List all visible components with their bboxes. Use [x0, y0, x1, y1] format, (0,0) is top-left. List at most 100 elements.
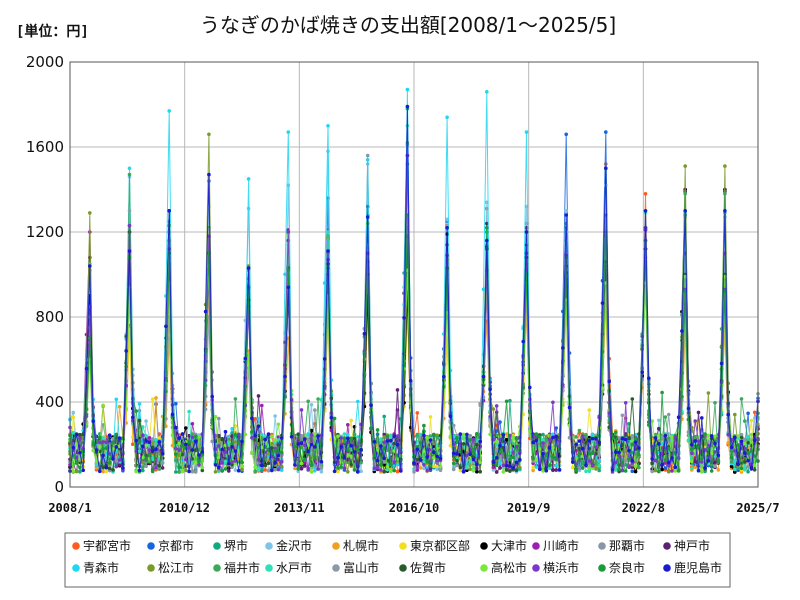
- data-point: [243, 356, 248, 361]
- data-point: [501, 470, 506, 474]
- data-point: [144, 419, 148, 423]
- data-point: [217, 444, 221, 448]
- data-point: [468, 433, 473, 438]
- data-point: [250, 436, 254, 440]
- legend-label: 川崎市: [543, 538, 579, 553]
- data-point: [633, 464, 638, 469]
- data-point: [749, 449, 754, 453]
- legend-item: 松江市: [147, 560, 194, 575]
- data-point: [551, 400, 555, 405]
- data-point: [293, 463, 297, 467]
- data-point: [236, 432, 241, 437]
- data-point: [78, 470, 82, 474]
- data-point: [356, 447, 360, 452]
- data-point: [372, 439, 377, 444]
- data-point: [696, 410, 701, 415]
- data-point: [726, 432, 730, 437]
- legend-marker: [480, 564, 488, 572]
- data-point: [382, 414, 387, 419]
- data-point: [531, 456, 535, 461]
- data-point: [494, 442, 499, 447]
- data-point: [673, 469, 678, 473]
- data-point: [339, 445, 344, 449]
- data-point: [657, 433, 661, 437]
- legend-marker: [265, 564, 273, 572]
- data-point: [200, 468, 205, 473]
- data-point: [643, 192, 648, 196]
- data-point: [650, 469, 654, 474]
- data-point: [91, 448, 95, 453]
- data-point: [177, 448, 181, 453]
- data-point: [587, 466, 592, 471]
- data-point: [547, 466, 552, 471]
- x-tick-label: 2010/12: [159, 501, 210, 515]
- data-point: [309, 463, 314, 468]
- data-point: [395, 388, 400, 392]
- data-point: [154, 438, 158, 442]
- data-point: [104, 465, 109, 470]
- data-point: [660, 390, 664, 395]
- data-point: [359, 460, 363, 465]
- x-tick-label: 2019/9: [507, 501, 550, 515]
- data-point: [554, 426, 558, 430]
- data-point: [342, 456, 347, 460]
- data-point: [647, 376, 651, 381]
- data-point: [663, 461, 668, 465]
- data-point: [524, 130, 529, 134]
- data-point: [227, 469, 231, 473]
- data-point: [210, 394, 214, 399]
- data-point: [428, 464, 433, 468]
- data-point: [475, 432, 479, 436]
- data-point: [743, 437, 747, 442]
- data-point: [531, 468, 535, 473]
- data-point: [101, 403, 105, 408]
- data-point: [451, 461, 456, 466]
- data-point: [313, 455, 317, 459]
- data-point: [160, 461, 165, 465]
- data-point: [160, 451, 165, 456]
- data-point: [451, 451, 456, 456]
- data-point: [491, 460, 496, 465]
- data-point: [256, 394, 261, 398]
- legend-marker: [332, 542, 340, 550]
- data-point: [716, 458, 721, 463]
- legend-marker: [399, 542, 407, 550]
- data-point: [468, 452, 473, 457]
- legend-marker: [663, 542, 671, 550]
- data-point: [127, 223, 132, 228]
- data-point: [511, 435, 515, 439]
- data-point: [422, 463, 426, 467]
- data-point: [144, 443, 148, 448]
- data-point: [600, 301, 605, 305]
- data-point: [660, 434, 664, 439]
- data-point: [346, 448, 350, 452]
- y-tick-label: 0: [54, 478, 64, 496]
- data-point: [167, 109, 171, 113]
- legend-label: 札幌市: [343, 538, 379, 553]
- data-point: [643, 238, 648, 243]
- data-point: [193, 439, 198, 444]
- legend-label: 水戸市: [276, 560, 312, 575]
- data-point: [537, 435, 542, 439]
- data-point: [160, 466, 165, 470]
- data-point: [485, 90, 489, 94]
- data-point: [739, 452, 744, 457]
- data-point: [197, 462, 201, 467]
- data-point: [233, 397, 238, 401]
- data-point: [98, 469, 102, 474]
- data-point: [332, 469, 337, 474]
- data-point: [71, 430, 76, 435]
- data-point: [111, 440, 115, 445]
- data-point: [703, 432, 707, 436]
- data-point: [709, 469, 714, 473]
- data-point: [564, 209, 568, 213]
- data-point: [187, 469, 191, 474]
- data-point: [117, 458, 122, 462]
- legend-item: 佐賀市: [399, 560, 446, 575]
- legend-item: 富山市: [332, 560, 379, 575]
- data-point: [630, 397, 635, 401]
- data-point: [395, 462, 400, 467]
- data-point: [706, 459, 711, 463]
- data-point: [537, 447, 542, 451]
- data-point: [322, 357, 327, 361]
